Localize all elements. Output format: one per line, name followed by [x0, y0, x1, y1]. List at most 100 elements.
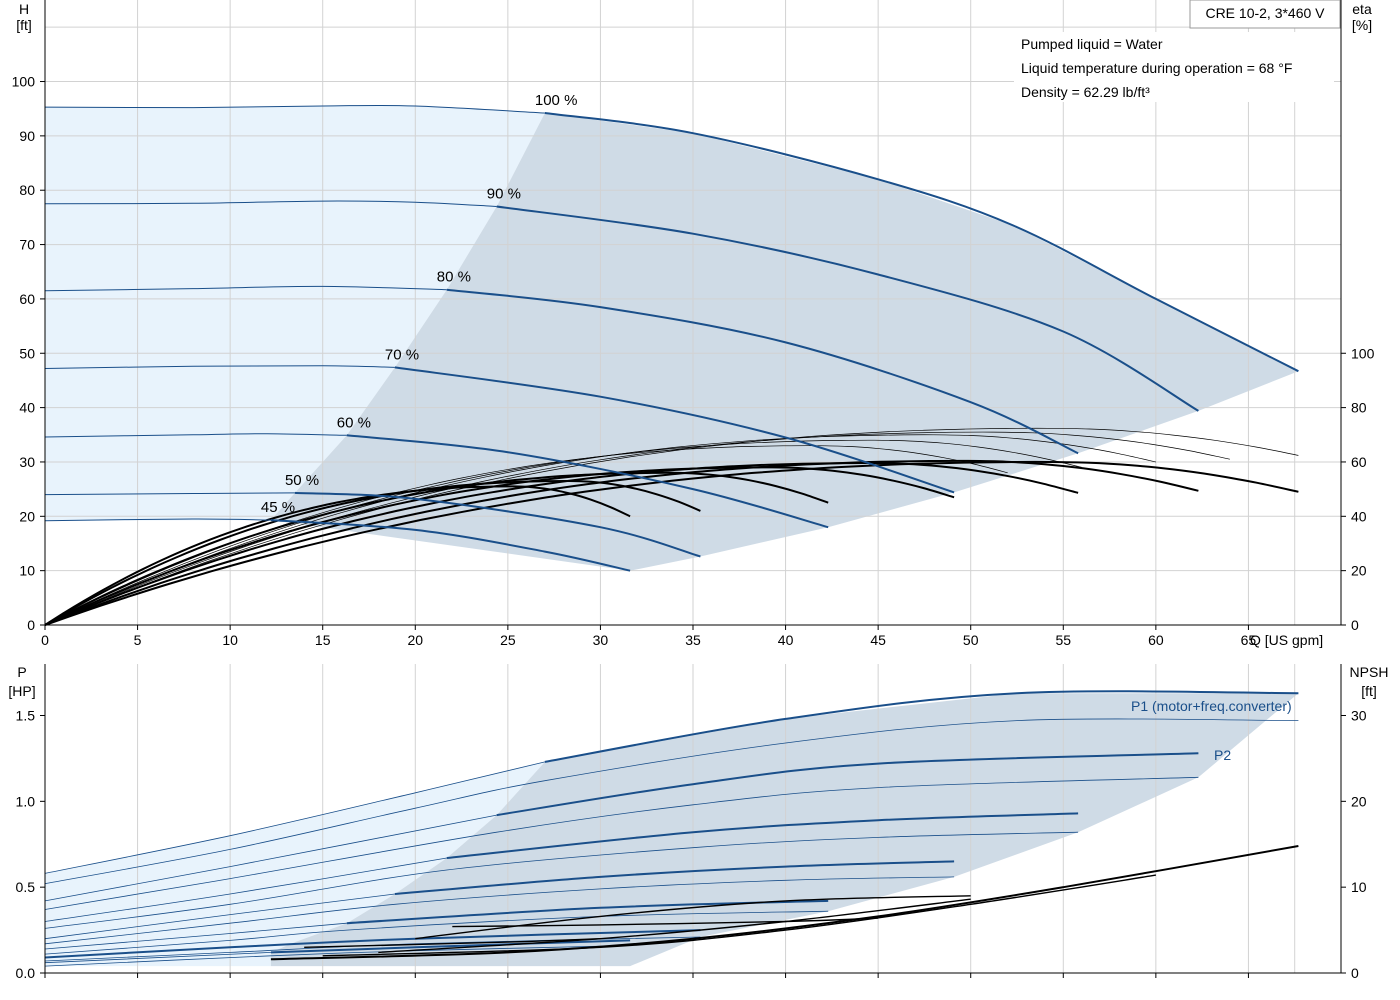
p1-curve	[446, 812, 1079, 859]
head-x-tick-label: 40	[778, 632, 794, 648]
p-axis-label: P	[17, 664, 26, 680]
head-curve	[270, 519, 631, 572]
head-y-tick-label: 80	[19, 182, 35, 198]
head-curve-label: 90 %	[487, 186, 521, 203]
head-y-tick-label: 20	[19, 508, 35, 524]
npsh-curve	[270, 845, 1299, 961]
npsh-curve	[322, 874, 1157, 957]
model-label-box	[1189, 0, 1341, 29]
npsh-axis-label: NPSH	[1350, 664, 1389, 680]
eta-y-tick-label: 80	[1351, 400, 1367, 416]
p1-curve-thin	[44, 922, 347, 950]
head-x-tick-label: 55	[1055, 632, 1071, 648]
head-curve-thin	[44, 200, 497, 207]
power-y-tick-label: 1.5	[16, 708, 36, 724]
head-curve	[544, 112, 1299, 373]
head-x-tick-label: 0	[41, 632, 49, 648]
eta-y-tick-label: 20	[1351, 563, 1367, 579]
power-operating-region	[270, 693, 1299, 967]
power-y-tick-label: 0.5	[16, 879, 36, 895]
head-curve-thin	[44, 492, 295, 496]
p2-curve	[44, 910, 829, 955]
p2-curve	[44, 718, 1299, 885]
y2-axis-label-eta: eta	[1352, 1, 1372, 17]
head-curve	[496, 205, 1199, 412]
head-y-tick-label: 30	[19, 454, 35, 470]
head-curve-label: 80 %	[437, 269, 471, 286]
eta-y-tick-label: 0	[1351, 617, 1359, 633]
y2-axis-unit-percent: [%]	[1352, 17, 1372, 33]
p2-curve	[44, 945, 631, 967]
npsh-y-tick-label: 10	[1351, 879, 1367, 895]
p1-curve	[270, 939, 631, 954]
npsh-curve	[304, 938, 601, 948]
efficiency-curve	[44, 466, 955, 626]
info-line-density: Density = 62.29 lb/ft³	[1021, 84, 1150, 100]
p1-curve-thin	[44, 814, 497, 902]
head-area-fills	[45, 106, 1299, 571]
power-light-region	[45, 761, 545, 967]
head-x-tick-label: 50	[963, 632, 979, 648]
npsh-curve	[415, 895, 971, 940]
head-x-tick-label: 25	[500, 632, 516, 648]
p1-curve-thin	[44, 952, 271, 964]
labels: H [ft] eta [%] Q [US gpm] P [HP] NPSH [f…	[8, 0, 1388, 763]
p2-curve	[44, 776, 1199, 910]
p1-curve-thin	[44, 761, 545, 874]
eta-y-tick-label: 100	[1351, 345, 1375, 361]
x-axis-label: Q [US gpm]	[1250, 632, 1323, 648]
head-curve	[294, 491, 701, 558]
head-y-tick-label: 90	[19, 128, 35, 144]
head-curves: 100 % 90 % 80 % 70 % 60 % 50 % 45 %	[44, 92, 1299, 626]
efficiency-curve	[44, 445, 1008, 626]
p1-curve	[544, 690, 1299, 763]
npsh-y-tick-label: 0	[1351, 965, 1359, 981]
npsh-axis-unit: [ft]	[1361, 683, 1377, 699]
p2-series-label: P2	[1214, 747, 1231, 763]
head-curve-thin	[44, 433, 347, 438]
info-line-liquid: Pumped liquid = Water	[1021, 36, 1163, 52]
head-curve-label: 100 %	[535, 92, 578, 109]
efficiency-curve	[44, 485, 631, 626]
head-y-tick-label: 70	[19, 237, 35, 253]
head-x-tick-label: 45	[870, 632, 886, 648]
head-x-tick-label: 5	[134, 632, 142, 648]
head-x-tick-label: 20	[407, 632, 423, 648]
head-y-tick-label: 0	[27, 617, 35, 633]
head-curve-thin	[44, 518, 271, 522]
model-label: CRE 10-2, 3*460 V	[1205, 5, 1325, 21]
eta-y-tick-label: 60	[1351, 454, 1367, 470]
head-curve-label: 70 %	[385, 346, 419, 363]
npsh-curve	[378, 898, 971, 954]
p1-curve-thin	[44, 893, 395, 940]
head-x-tick-label: 60	[1148, 632, 1164, 648]
p1-curve	[44, 929, 701, 959]
npsh-y-tick-label: 20	[1351, 793, 1367, 809]
efficiency-curve	[44, 460, 1299, 626]
head-x-tick-label: 15	[315, 632, 331, 648]
head-y-tick-label: 10	[19, 563, 35, 579]
head-y-tick-label: 50	[19, 345, 35, 361]
power-y-tick-label: 1.0	[16, 793, 36, 809]
head-y-tick-label: 40	[19, 400, 35, 416]
eta-y-tick-label: 40	[1351, 508, 1367, 524]
head-curve-thin	[44, 365, 395, 369]
info-box-background	[1014, 32, 1334, 102]
p1-curve-thin	[44, 857, 447, 922]
efficiency-curve	[44, 479, 701, 626]
power-curves	[44, 690, 1299, 967]
head-curve	[446, 288, 1079, 455]
npsh-curve	[452, 917, 879, 928]
head-curve-thin	[44, 104, 545, 114]
head-x-tick-label: 10	[222, 632, 238, 648]
head-x-tick-label: 30	[593, 632, 609, 648]
head-y-tick-label: 60	[19, 291, 35, 307]
head-curve-label: 45 %	[261, 499, 295, 516]
head-y-tick-label: 100	[12, 74, 36, 90]
p-axis-unit: [HP]	[8, 683, 35, 699]
head-curve-label: 50 %	[285, 472, 319, 489]
head-curve	[346, 434, 829, 529]
p2-curve	[44, 876, 955, 945]
